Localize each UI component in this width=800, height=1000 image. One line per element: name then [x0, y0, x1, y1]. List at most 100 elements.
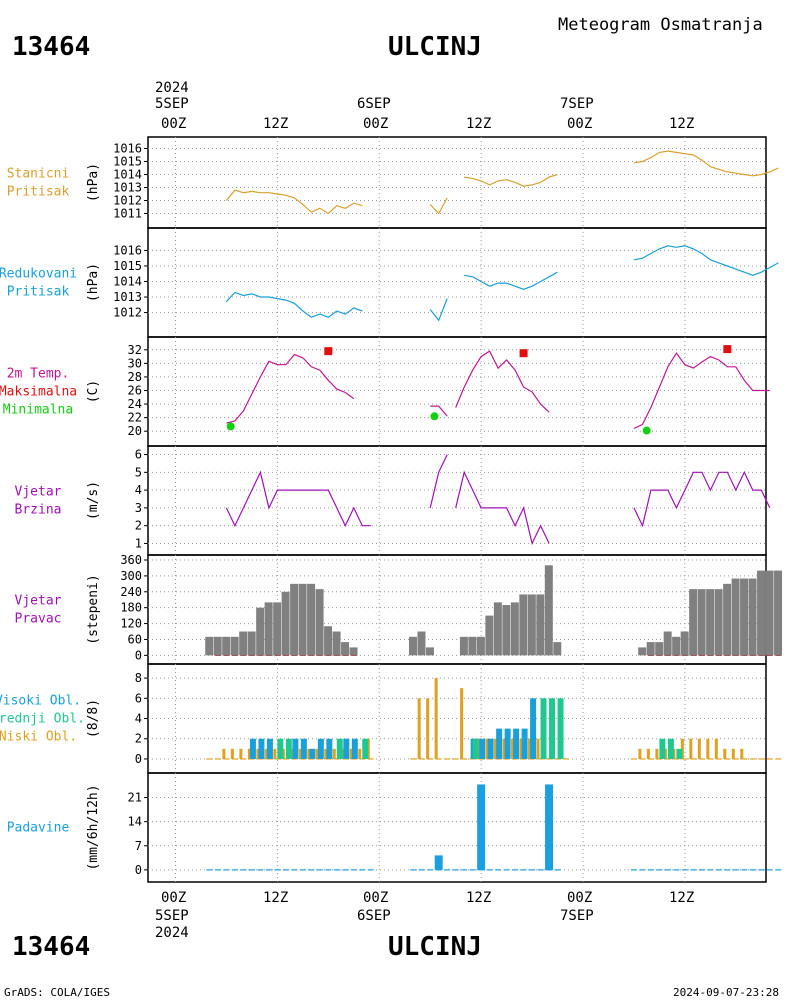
y-tick-label: 26	[128, 384, 142, 398]
panel-frame	[147, 772, 767, 883]
precip-bar	[545, 784, 554, 870]
y-tick-label: 2	[135, 732, 142, 746]
series-line	[633, 352, 770, 430]
station-name-bottom: ULCINJ	[388, 932, 482, 962]
cloud-bar-high	[317, 738, 324, 759]
panel-label: Pritisak	[7, 285, 70, 300]
y-tick-label: 60	[128, 632, 142, 646]
series-line	[225, 189, 363, 215]
direction-bar	[205, 636, 214, 656]
cloud-bar-mid	[557, 698, 564, 759]
cloud-bar-low	[502, 738, 506, 759]
y-tick-label: 6	[135, 448, 142, 462]
direction-bar	[222, 636, 231, 656]
direction-bar	[425, 647, 434, 656]
series-line	[464, 271, 558, 290]
hour-label-top-5: 00Z	[567, 116, 592, 132]
cloud-bar-mid	[549, 698, 556, 759]
cloud-bar-mid	[362, 738, 369, 759]
y-tick-label: 1014	[113, 275, 142, 289]
y-tick-label: 6	[135, 691, 142, 705]
cloud-bar-low	[646, 748, 650, 759]
cloud-bar-low	[714, 738, 718, 759]
direction-bar	[553, 642, 562, 656]
panel-label: Padavine	[7, 821, 70, 836]
cloud-bar-low	[417, 698, 421, 759]
cloud-bar-low	[536, 738, 540, 759]
unit-label: (8/8)	[86, 699, 101, 738]
cloud-bar-low	[494, 738, 498, 759]
series-line	[225, 291, 363, 318]
y-tick-label: 120	[120, 617, 142, 631]
y-tick-label: 1015	[113, 155, 142, 169]
cloud-bar-high	[300, 738, 307, 759]
series-line	[226, 353, 355, 424]
cloud-bar-low	[324, 748, 328, 759]
hour-label-top-2: 12Z	[263, 116, 288, 132]
cloud-bar-low	[655, 748, 659, 759]
credit-label: GrADS: COLA/IGES	[4, 986, 110, 999]
direction-bar	[663, 631, 672, 656]
cloud-bar-low	[511, 738, 515, 759]
hour-label-bottom-1: 00Z	[161, 890, 186, 906]
precip-bar	[434, 855, 443, 870]
direction-bar	[315, 589, 324, 656]
series-line	[429, 454, 448, 509]
panel-frame	[147, 227, 767, 338]
panel-label: 2m Temp.	[7, 367, 70, 382]
series-line	[429, 298, 448, 322]
min-temp-marker	[430, 412, 439, 421]
hour-label-top-4: 12Z	[466, 116, 491, 132]
hour-label-top-6: 12Z	[669, 116, 694, 132]
direction-bar	[341, 642, 350, 656]
series-line	[633, 245, 779, 276]
direction-bar	[493, 602, 502, 656]
direction-bar	[706, 589, 715, 656]
y-tick-label: 1016	[113, 243, 142, 257]
max-temp-marker	[519, 349, 528, 358]
cloud-bar-mid	[472, 738, 479, 759]
series-line	[429, 197, 448, 215]
y-tick-label: 5	[135, 465, 142, 479]
cloud-bar-high	[309, 748, 316, 759]
panel-wind_speed: 1 2 3 4 5 6 (m/s) Vjetar Brzina	[15, 445, 771, 556]
direction-bar	[502, 605, 511, 656]
direction-bar	[519, 594, 528, 656]
series-line	[225, 470, 371, 528]
hour-label-bottom-2: 12Z	[263, 890, 288, 906]
panel-precipitation: 0 7 14 21 (mm/6h/12h) Padavine	[7, 772, 782, 883]
y-tick-label: 360	[120, 553, 142, 567]
cloud-bar-high	[249, 738, 256, 759]
panel-frame	[147, 336, 767, 447]
station-name-top: ULCINJ	[388, 32, 482, 62]
series-line	[633, 470, 771, 528]
y-tick-label: 1012	[113, 306, 142, 320]
unit-label: (stepeni)	[86, 574, 101, 644]
direction-bar	[273, 602, 282, 656]
direction-bar	[230, 636, 239, 656]
cloud-bar-mid	[667, 738, 674, 759]
direction-bar	[536, 594, 545, 656]
cloud-bar-low	[426, 698, 430, 759]
direction-bar	[256, 607, 265, 656]
direction-bar	[485, 615, 494, 656]
cloud-bar-mid	[336, 738, 343, 759]
cloud-bar-mid	[659, 738, 666, 759]
y-tick-label: 4	[135, 712, 142, 726]
day-label-bottom-3: 7SEP	[560, 908, 594, 924]
cloud-bar-low	[358, 748, 362, 759]
cloud-bar-low	[723, 748, 727, 759]
cloud-bar-high	[479, 738, 486, 759]
direction-bar	[757, 570, 766, 656]
cloud-bar-low	[697, 738, 701, 759]
direction-bar	[774, 570, 783, 656]
panels-group: 101110121013101410151016(hPa)StanicniPri…	[0, 136, 783, 883]
direction-bar	[349, 647, 358, 656]
y-tick-label: 22	[128, 411, 142, 425]
cloud-bar-high	[326, 738, 333, 759]
cloud-bar-low	[332, 748, 336, 759]
unit-label: (hPa)	[86, 163, 101, 202]
y-tick-label: 300	[120, 569, 142, 583]
panel-label: Srednji Obl.	[0, 712, 85, 727]
